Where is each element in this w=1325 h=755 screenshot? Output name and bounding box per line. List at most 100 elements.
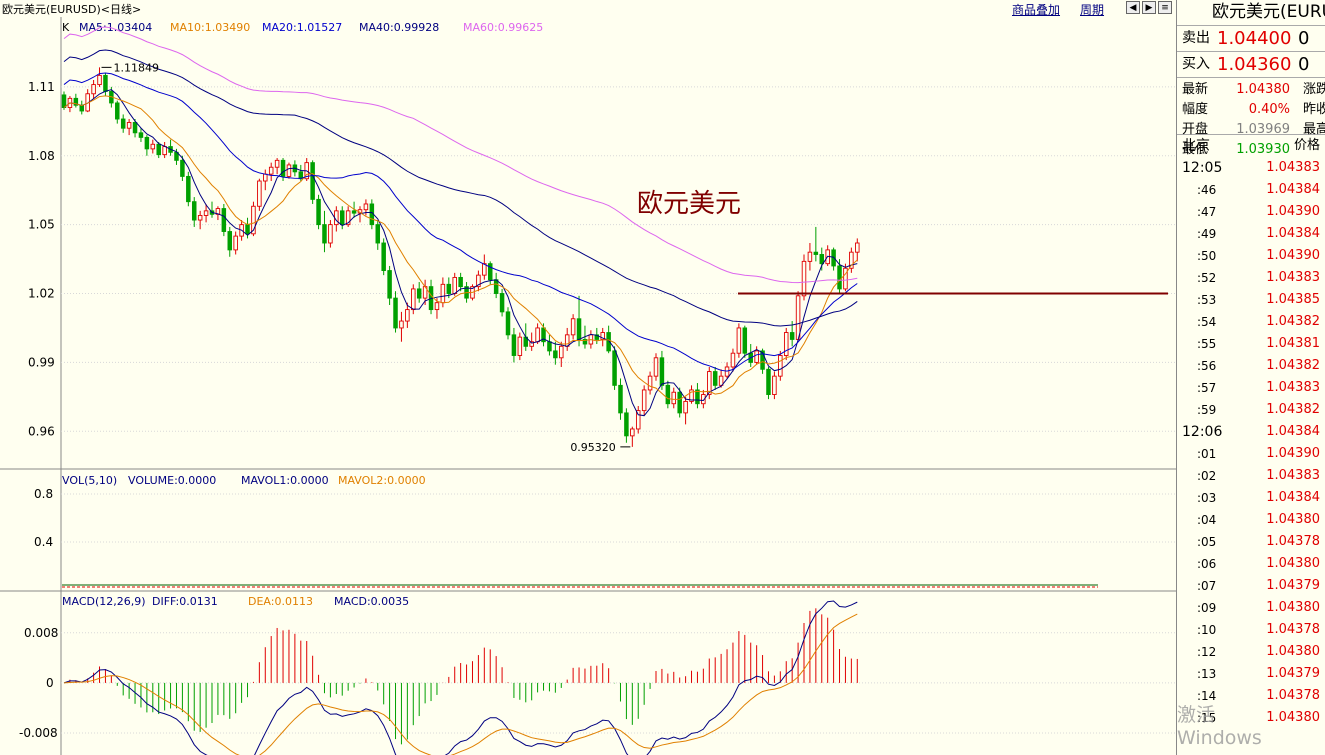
low-label: 0.95320: [570, 441, 616, 454]
ma20-line: [63, 72, 858, 372]
candle-body: [328, 224, 333, 244]
candle-body: [712, 371, 718, 386]
candle-body: [61, 94, 67, 108]
candle-body: [843, 267, 848, 290]
candle-body: [351, 210, 357, 214]
tick-time: 12:05: [1182, 160, 1223, 176]
stat-row: 幅度 0.40% 昨收: [1177, 100, 1325, 120]
nav-right-button[interactable]: ▶: [1142, 1, 1156, 14]
candle: [322, 210, 327, 253]
chart-svg: 1.11 1.08 1.05 1.02 0.99 0.96 K MA5:1.03404 MA10…: [0, 0, 1176, 755]
price-tick-label: 1.08: [28, 149, 55, 163]
candle-body: [191, 201, 197, 221]
candle: [180, 155, 185, 182]
candle: [683, 396, 688, 425]
diff-line: [63, 600, 858, 755]
candle: [168, 139, 173, 156]
buy-volume: 0: [1298, 54, 1310, 75]
candle-body: [197, 214, 203, 221]
candle: [813, 226, 819, 262]
candle-body: [612, 350, 617, 386]
candle-body: [91, 84, 96, 95]
candle: [274, 158, 280, 175]
candle: [381, 238, 386, 276]
candle-body: [742, 327, 748, 354]
stat-value: 1.03969: [1236, 122, 1290, 137]
candle: [499, 288, 505, 317]
candle: [97, 67, 102, 87]
candle: [286, 162, 292, 179]
candle: [115, 100, 120, 124]
candle-body: [257, 180, 262, 207]
tick-price: 1.04382: [1266, 402, 1320, 417]
candle-body: [665, 384, 671, 405]
candle-body: [405, 309, 410, 322]
candle: [150, 139, 156, 154]
tick-price: 1.04379: [1266, 578, 1320, 593]
stat-label: 开盘: [1182, 122, 1209, 137]
candle-body: [73, 97, 79, 106]
candle-body: [547, 341, 552, 352]
candle-body: [635, 410, 641, 430]
candle: [345, 206, 351, 227]
candle-body: [162, 146, 167, 156]
candle: [482, 254, 487, 280]
sell-row[interactable]: 卖出 1.04400 0: [1177, 26, 1325, 52]
candle: [819, 247, 825, 271]
candle-body: [144, 136, 150, 150]
candle-body: [487, 263, 493, 281]
candle: [511, 327, 517, 363]
tick-price: 1.04390: [1266, 248, 1320, 263]
tick-price: 1.04382: [1266, 358, 1320, 373]
candle-body: [778, 355, 783, 377]
overlay-link[interactable]: 商品叠加: [1012, 3, 1061, 17]
period-link[interactable]: 周期: [1080, 3, 1105, 17]
tick-row: :49 1.04384: [1177, 223, 1325, 245]
tick-row: :13 1.04379: [1177, 663, 1325, 685]
price-tick-label: 1.02: [28, 287, 55, 301]
tick-price: 1.04378: [1266, 622, 1320, 637]
tick-time: :49: [1197, 227, 1217, 241]
candle: [405, 302, 410, 328]
tick-row: :53 1.04385: [1177, 289, 1325, 311]
tick-time: :59: [1197, 403, 1217, 417]
candle-body: [387, 270, 392, 299]
candle-body: [624, 412, 629, 437]
candle: [641, 385, 647, 416]
tick-list[interactable]: 12:05 1.04383:46 1.04384:47 1.04390:49 1.043…: [1177, 157, 1325, 729]
candle: [612, 346, 617, 390]
stat-label: 幅度: [1182, 102, 1209, 117]
k-label: K: [62, 21, 70, 34]
tick-price: 1.04384: [1266, 182, 1320, 197]
candle-body: [677, 391, 682, 414]
candle: [695, 383, 700, 409]
candle-body: [819, 254, 825, 265]
candle: [647, 371, 653, 395]
tick-time: :09: [1197, 601, 1217, 615]
tick-row: :54 1.04382: [1177, 311, 1325, 333]
candle-body: [564, 334, 570, 347]
candle: [778, 350, 783, 381]
tick-time: :54: [1197, 315, 1217, 329]
tick-row: :56 1.04382: [1177, 355, 1325, 377]
candle-body: [641, 389, 647, 412]
candle-body: [363, 203, 369, 211]
macd-legend-2: DEA:0.0113: [248, 595, 313, 608]
candle-body: [452, 276, 457, 294]
nav-left-button[interactable]: ◀: [1126, 1, 1140, 14]
buy-price: 1.04360: [1217, 54, 1292, 75]
candle: [529, 332, 534, 351]
candle-body: [695, 389, 700, 405]
candle-body: [316, 198, 321, 226]
candle: [375, 220, 381, 250]
chart-title: 欧元美元(EURUSD)<日线>: [2, 3, 142, 16]
buy-row[interactable]: 买入 1.04360 0: [1177, 52, 1325, 78]
tick-price: 1.04380: [1266, 556, 1320, 571]
nav-menu-button[interactable]: ≡: [1158, 1, 1172, 14]
ma-legend-5: MA60:0.99625: [463, 21, 543, 34]
tick-time: :47: [1197, 205, 1217, 219]
candle-body: [837, 265, 842, 290]
candle: [316, 194, 321, 230]
candle: [748, 344, 753, 367]
macd-legend-3: MACD:0.0035: [334, 595, 409, 608]
